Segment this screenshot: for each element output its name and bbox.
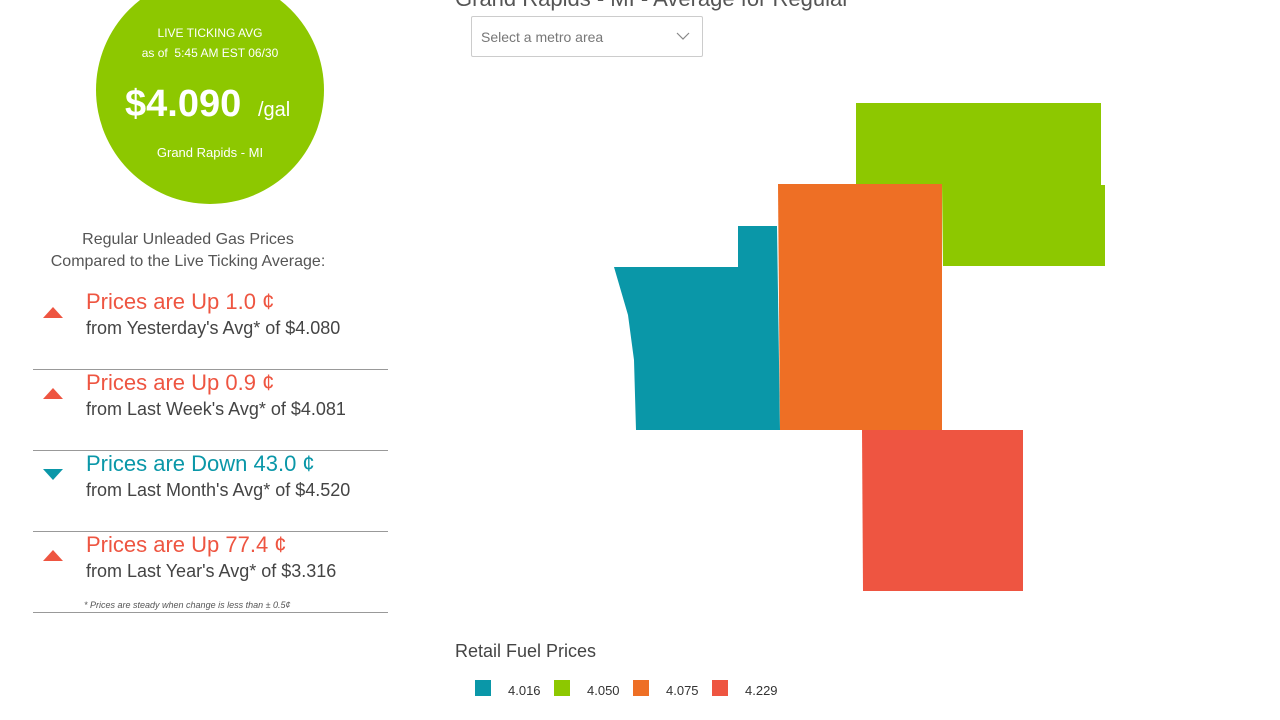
triangle bbox=[43, 469, 63, 480]
direction-icon bbox=[43, 307, 63, 318]
price-change: Prices are Up 77.4 ¢ bbox=[86, 532, 287, 557]
legend-label: 4.075 bbox=[666, 683, 699, 698]
map-region[interactable] bbox=[778, 184, 942, 430]
map bbox=[614, 103, 1105, 591]
price-reference: from Last Week's Avg* of $4.081 bbox=[86, 399, 346, 419]
direction-icon bbox=[43, 469, 63, 480]
chevron-icon bbox=[676, 32, 690, 40]
price-change: Prices are Down 43.0 ¢ bbox=[86, 451, 315, 476]
badge-as-of: as of 5:45 AM EST 06/30 bbox=[142, 46, 279, 60]
price-change: Prices are Up 0.9 ¢ bbox=[86, 370, 275, 395]
heading-line: Regular Unleaded Gas Prices bbox=[82, 231, 294, 248]
badge-heading: LIVE TICKING AVG bbox=[158, 26, 263, 40]
metro-select-placeholder: Select a metro area bbox=[481, 29, 604, 45]
map-region[interactable] bbox=[862, 430, 1023, 591]
comparison-item: Prices are Up 0.9 ¢ from Last Week's Avg*… bbox=[33, 370, 388, 451]
map-region[interactable] bbox=[614, 226, 780, 430]
direction-icon bbox=[43, 550, 63, 561]
heading-line: Compared to the Live Ticking Average: bbox=[50, 253, 326, 270]
direction-icon bbox=[43, 388, 63, 399]
badge-location: Grand Rapids - MI bbox=[157, 145, 263, 160]
comparison-item: Prices are Down 43.0 ¢ from Last Month's … bbox=[33, 451, 388, 532]
price-reference: from Yesterday's Avg* of $4.080 bbox=[86, 318, 341, 338]
legend-swatch bbox=[633, 680, 649, 696]
metro-select[interactable]: Select a metro area bbox=[471, 16, 703, 57]
map-region[interactable] bbox=[856, 103, 1105, 266]
price-reference: from Last Month's Avg* of $4.520 bbox=[86, 480, 351, 500]
price-reference: from Last Year's Avg* of $3.316 bbox=[86, 561, 337, 581]
legend-label: 4.229 bbox=[745, 683, 778, 698]
page-title: Grand Rapids - MI - Average for Regular bbox=[455, 0, 850, 12]
comparison-heading: Regular Unleaded Gas Prices Compared to … bbox=[0, 229, 376, 273]
price-change: Prices are Up 1.0 ¢ bbox=[86, 289, 275, 314]
badge-circle bbox=[96, 0, 324, 204]
badge-unit: /gal bbox=[258, 99, 290, 121]
triangle bbox=[43, 307, 63, 318]
footnote: * Prices are steady when change is less … bbox=[84, 600, 291, 610]
legend-title: Retail Fuel Prices bbox=[455, 641, 597, 661]
legend-label: 4.050 bbox=[587, 683, 620, 698]
badge-price: $4.090 bbox=[125, 83, 241, 125]
triangle bbox=[43, 550, 63, 561]
legend-swatch bbox=[712, 680, 728, 696]
badge: LIVE TICKING AVG as of 5:45 AM EST 06/30… bbox=[96, 0, 324, 204]
legend-label: 4.016 bbox=[508, 683, 541, 698]
comparison-item: Prices are Up 77.4 ¢ from Last Year's Avg… bbox=[33, 532, 388, 613]
comparison-item: Prices are Up 1.0 ¢ from Yesterday's Avg*… bbox=[33, 289, 388, 370]
legend-swatch bbox=[475, 680, 491, 696]
legend-swatch bbox=[554, 680, 570, 696]
triangle bbox=[43, 388, 63, 399]
